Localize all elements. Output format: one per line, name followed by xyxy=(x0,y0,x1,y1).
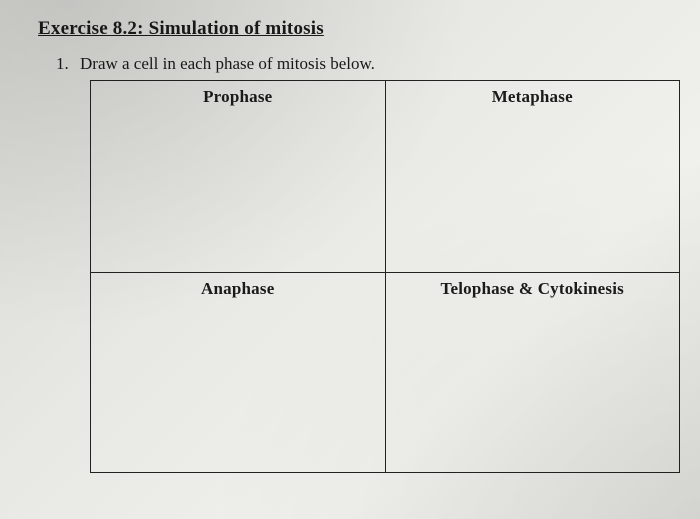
cell-anaphase: Anaphase xyxy=(91,273,386,473)
label-metaphase: Metaphase xyxy=(386,87,680,107)
worksheet-page: Exercise 8.2: Simulation of mitosis 1. D… xyxy=(0,0,700,519)
label-prophase: Prophase xyxy=(91,87,385,107)
cell-telophase-cytokinesis: Telophase & Cytokinesis xyxy=(385,273,680,473)
instruction-text: Draw a cell in each phase of mitosis bel… xyxy=(80,54,375,74)
cell-prophase: Prophase xyxy=(91,81,386,273)
instruction-row: 1. Draw a cell in each phase of mitosis … xyxy=(56,54,676,74)
label-telophase-cytokinesis: Telophase & Cytokinesis xyxy=(386,279,680,299)
exercise-title: Exercise 8.2: Simulation of mitosis xyxy=(38,18,676,40)
phase-grid: Prophase Metaphase Anaphase Telophase & … xyxy=(90,80,680,473)
cell-metaphase: Metaphase xyxy=(385,81,680,273)
instruction-number: 1. xyxy=(56,54,80,74)
label-anaphase: Anaphase xyxy=(91,279,385,299)
phase-grid-wrap: Prophase Metaphase Anaphase Telophase & … xyxy=(90,80,666,473)
